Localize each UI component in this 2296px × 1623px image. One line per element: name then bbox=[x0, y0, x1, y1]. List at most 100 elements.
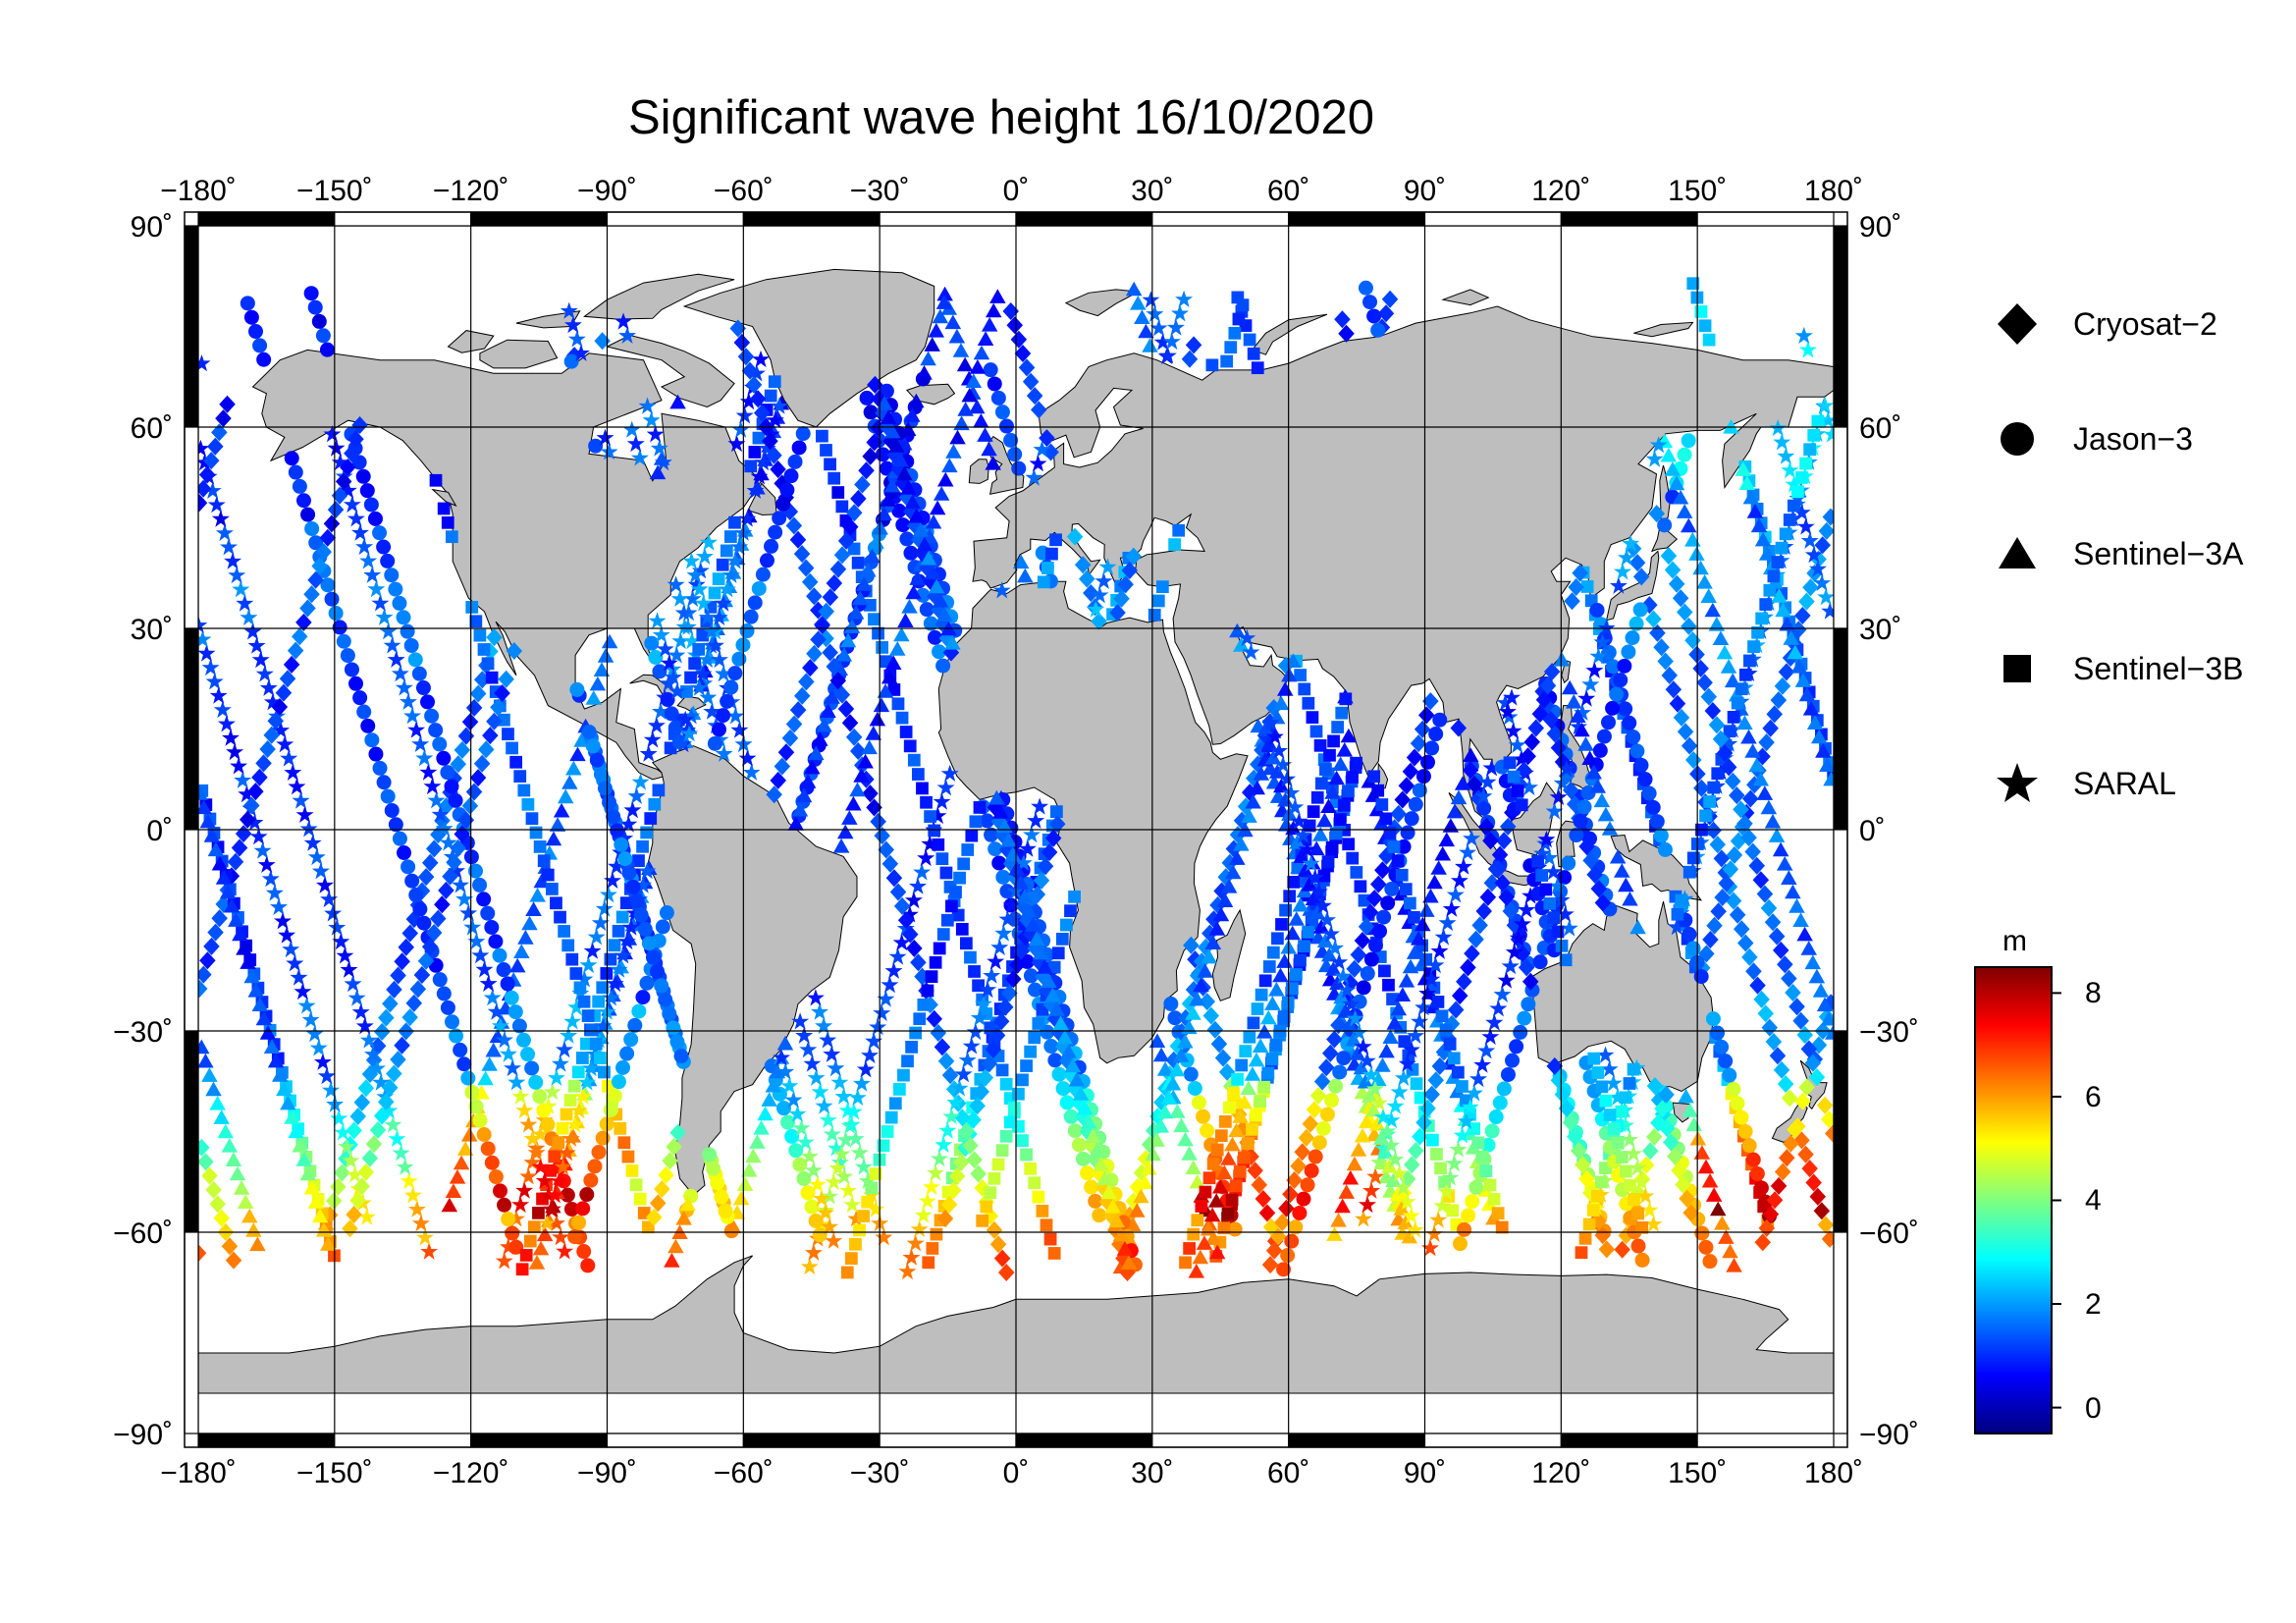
track-marker bbox=[311, 557, 328, 575]
track-marker bbox=[1033, 440, 1051, 458]
track-marker bbox=[280, 749, 298, 767]
track-marker bbox=[1398, 1192, 1416, 1210]
track-marker bbox=[1408, 796, 1423, 812]
track-marker bbox=[764, 538, 779, 554]
track-marker bbox=[837, 824, 854, 839]
lon-tick-label-bottom: 60˚ bbox=[1267, 1457, 1309, 1489]
track-marker bbox=[583, 1172, 599, 1188]
track-marker bbox=[400, 692, 417, 710]
track-marker bbox=[1358, 1052, 1376, 1069]
track-marker bbox=[1031, 401, 1047, 419]
track-marker bbox=[331, 453, 349, 470]
track-marker bbox=[465, 601, 479, 614]
track-marker bbox=[1227, 1221, 1243, 1237]
track-marker bbox=[1618, 877, 1634, 893]
track-marker bbox=[1507, 770, 1521, 784]
track-marker bbox=[417, 868, 435, 887]
track-marker bbox=[576, 1244, 592, 1260]
track-marker bbox=[1430, 860, 1447, 875]
track-marker bbox=[933, 486, 950, 501]
track-marker bbox=[481, 657, 495, 671]
track-marker bbox=[1331, 721, 1345, 733]
track-marker bbox=[812, 1189, 830, 1207]
lat-tick-label-left: −90˚ bbox=[113, 1419, 173, 1451]
track-marker bbox=[1228, 1122, 1245, 1138]
track-marker bbox=[865, 1181, 879, 1195]
track-marker bbox=[1052, 1015, 1069, 1031]
track-marker bbox=[1495, 1220, 1509, 1234]
track-marker bbox=[1471, 916, 1488, 935]
satellite-track bbox=[1276, 712, 1448, 1277]
track-marker bbox=[1819, 757, 1834, 772]
track-marker bbox=[475, 960, 494, 978]
track-marker bbox=[515, 1032, 531, 1048]
track-marker bbox=[814, 617, 830, 634]
new-siberian-islands bbox=[1633, 321, 1694, 338]
track-marker bbox=[1337, 1003, 1354, 1018]
track-marker bbox=[1637, 772, 1653, 787]
track-marker bbox=[1600, 1059, 1619, 1078]
track-marker bbox=[1158, 347, 1177, 364]
track-marker bbox=[925, 514, 942, 529]
track-marker bbox=[1277, 1010, 1291, 1023]
track-marker bbox=[949, 886, 962, 898]
track-marker bbox=[900, 480, 917, 495]
track-marker bbox=[587, 1159, 603, 1174]
star-icon bbox=[1997, 763, 2038, 802]
track-marker bbox=[945, 444, 962, 459]
track-marker bbox=[1628, 1193, 1640, 1207]
track-marker bbox=[1740, 729, 1757, 744]
track-marker bbox=[1007, 447, 1023, 462]
track-marker bbox=[1415, 999, 1433, 1016]
track-marker bbox=[1624, 1178, 1636, 1192]
track-marker bbox=[247, 636, 266, 654]
track-marker bbox=[1060, 1044, 1077, 1058]
track-marker bbox=[1306, 1101, 1323, 1119]
track-marker bbox=[440, 1000, 455, 1015]
track-marker bbox=[485, 671, 499, 684]
track-marker bbox=[1737, 1123, 1753, 1139]
track-marker bbox=[739, 392, 758, 410]
track-marker bbox=[1002, 302, 1019, 320]
track-marker bbox=[463, 849, 479, 865]
track-marker bbox=[639, 975, 655, 991]
track-marker bbox=[434, 895, 451, 914]
frame-segment-right bbox=[1833, 1231, 1848, 1434]
track-marker bbox=[909, 877, 927, 894]
track-marker bbox=[1781, 1089, 1798, 1108]
track-marker bbox=[783, 468, 799, 484]
track-marker bbox=[1787, 644, 1803, 660]
track-marker bbox=[1072, 1086, 1090, 1101]
track-marker bbox=[1493, 985, 1512, 1002]
frame-segment-left bbox=[184, 225, 199, 428]
track-marker bbox=[1688, 645, 1705, 664]
track-marker bbox=[1688, 546, 1705, 561]
track-marker bbox=[1722, 860, 1739, 879]
track-marker bbox=[688, 657, 702, 671]
track-marker bbox=[1360, 966, 1375, 982]
track-marker bbox=[315, 328, 331, 344]
track-marker bbox=[1518, 900, 1535, 918]
track-marker bbox=[1391, 854, 1405, 868]
track-marker bbox=[1020, 1059, 1033, 1072]
track-marker bbox=[1370, 322, 1386, 338]
track-marker bbox=[1627, 1062, 1640, 1076]
track-marker bbox=[1028, 1031, 1041, 1045]
track-marker bbox=[694, 665, 713, 682]
track-marker bbox=[994, 924, 1013, 942]
track-marker bbox=[827, 1139, 845, 1157]
track-marker bbox=[1773, 941, 1789, 959]
track-marker bbox=[209, 1095, 226, 1110]
track-marker bbox=[394, 952, 410, 971]
track-marker bbox=[992, 581, 1011, 599]
track-marker bbox=[745, 1148, 762, 1163]
track-marker bbox=[1620, 1164, 1632, 1178]
track-marker bbox=[1818, 521, 1834, 540]
track-marker bbox=[1385, 1172, 1402, 1187]
track-marker bbox=[1338, 1184, 1355, 1199]
track-marker bbox=[1005, 970, 1022, 989]
track-marker bbox=[922, 1177, 940, 1196]
track-marker bbox=[615, 1059, 631, 1075]
track-marker bbox=[969, 399, 986, 414]
track-marker bbox=[1212, 906, 1230, 922]
